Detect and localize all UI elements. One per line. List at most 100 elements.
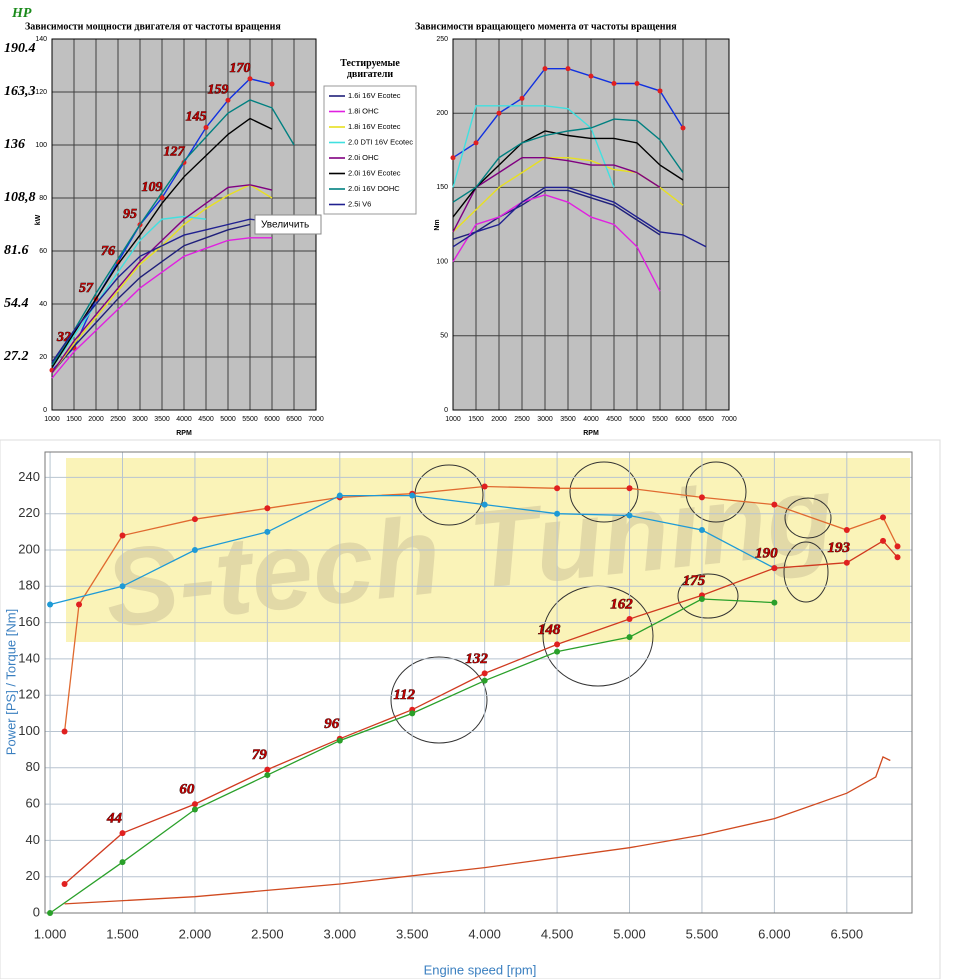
data-label: 44 <box>106 811 123 827</box>
data-label: 190 <box>755 546 778 562</box>
point <box>203 125 209 131</box>
x-tick-label: 6000 <box>264 416 280 423</box>
highlight-circles <box>390 461 832 744</box>
y-tick-label: 120 <box>18 687 40 702</box>
series-line <box>51 215 207 368</box>
x-tick-label: 7000 <box>308 416 324 423</box>
x-tick-label: 6000 <box>675 416 691 423</box>
point <box>554 641 561 648</box>
point <box>225 97 231 103</box>
x-tick-label: 2500 <box>514 416 530 423</box>
y2-tick-label: 27.2 <box>3 349 29 364</box>
x-tick-label: 6.500 <box>831 926 864 941</box>
y-axis-label: Nm <box>434 219 441 230</box>
point <box>269 81 275 87</box>
series-line <box>452 194 661 292</box>
x-tick-label: 5000 <box>220 416 236 423</box>
point <box>76 601 83 608</box>
data-label: 95 <box>123 207 137 222</box>
y-tick-label: 20 <box>26 868 40 883</box>
point <box>554 510 561 517</box>
point <box>336 737 343 744</box>
data-label: 148 <box>538 622 561 638</box>
series-line <box>51 184 273 374</box>
point <box>473 140 479 146</box>
x-tick-label: 2.500 <box>251 926 284 941</box>
x-tick-label: 5500 <box>242 416 258 423</box>
point <box>680 125 686 131</box>
x-tick-label: 3500 <box>154 416 170 423</box>
point <box>634 81 640 87</box>
data-label: 132 <box>465 651 488 667</box>
plot-frame <box>452 38 730 411</box>
chart-title: Зависимости вращающего момента от частот… <box>415 21 677 32</box>
series-line <box>51 99 295 366</box>
point <box>159 195 165 201</box>
point <box>496 110 502 116</box>
series-line <box>452 186 707 248</box>
y-axis-label: Power [PS] / Torque [Nm] <box>3 609 18 755</box>
point <box>247 76 253 82</box>
point <box>264 505 271 512</box>
x-axis-label: Engine speed [rpm] <box>424 962 537 977</box>
point <box>611 81 617 87</box>
x-tick-label: 5500 <box>652 416 668 423</box>
y2-tick-label: 54.4 <box>4 296 29 311</box>
point <box>894 554 901 561</box>
point <box>519 95 525 101</box>
legend-label: 1.6i 16V Ecotec <box>348 91 401 100</box>
x-tick-label: 4500 <box>198 416 214 423</box>
x-tick-label: 2000 <box>88 416 104 423</box>
y-tick-label: 0 <box>33 904 40 919</box>
data-label: 170 <box>230 61 251 76</box>
x-tick-label: 5000 <box>629 416 645 423</box>
point <box>191 806 198 813</box>
x-tick-label: 3500 <box>560 416 576 423</box>
y-tick-label: 140 <box>35 36 47 43</box>
point <box>481 501 488 508</box>
data-label: 79 <box>252 747 268 763</box>
y-tick-label: 60 <box>39 248 47 255</box>
y-axis-label: kW <box>35 214 42 225</box>
data-label: 162 <box>610 596 633 612</box>
y-tick-label: 80 <box>26 759 40 774</box>
x-tick-label: 4000 <box>583 416 599 423</box>
point <box>409 710 416 717</box>
y-tick-label: 200 <box>18 541 40 556</box>
x-tick-label: 3000 <box>537 416 553 423</box>
point <box>450 155 456 161</box>
hp-label: HP <box>11 6 32 21</box>
series-line <box>51 218 273 363</box>
point <box>481 670 488 677</box>
x-tick-label: 7000 <box>721 416 737 423</box>
y-tick-label: 120 <box>35 89 47 96</box>
legend-label: 2.0i OHC <box>348 153 379 162</box>
x-tick-label: 3.000 <box>324 926 357 941</box>
series-line <box>452 105 615 188</box>
point <box>771 565 778 572</box>
point <box>481 677 488 684</box>
point <box>698 596 705 603</box>
data-label: 145 <box>186 110 207 125</box>
x-tick-label: 4.500 <box>541 926 574 941</box>
series-line <box>452 130 684 218</box>
x-tick-label: 1000 <box>44 416 60 423</box>
legend <box>323 85 417 215</box>
series-line <box>64 755 891 905</box>
y-tick-label: 50 <box>440 333 448 340</box>
x-tick-label: 5.500 <box>686 926 719 941</box>
series-line <box>452 157 661 233</box>
x-tick-label: 1500 <box>468 416 484 423</box>
legend-label: 2.0i 16V DOHC <box>348 184 400 193</box>
point <box>542 66 548 72</box>
x-axis-label: RPM <box>176 430 192 437</box>
x-tick-label: 6500 <box>698 416 714 423</box>
y-tick-label: 20 <box>39 354 47 361</box>
x-tick-label: 5.000 <box>613 926 646 941</box>
x-tick-label: 2000 <box>491 416 507 423</box>
y-tick-label: 40 <box>26 832 40 847</box>
x-axis-label: RPM <box>583 430 599 437</box>
series-line <box>452 189 661 240</box>
point <box>588 73 594 79</box>
series-line <box>51 117 273 368</box>
